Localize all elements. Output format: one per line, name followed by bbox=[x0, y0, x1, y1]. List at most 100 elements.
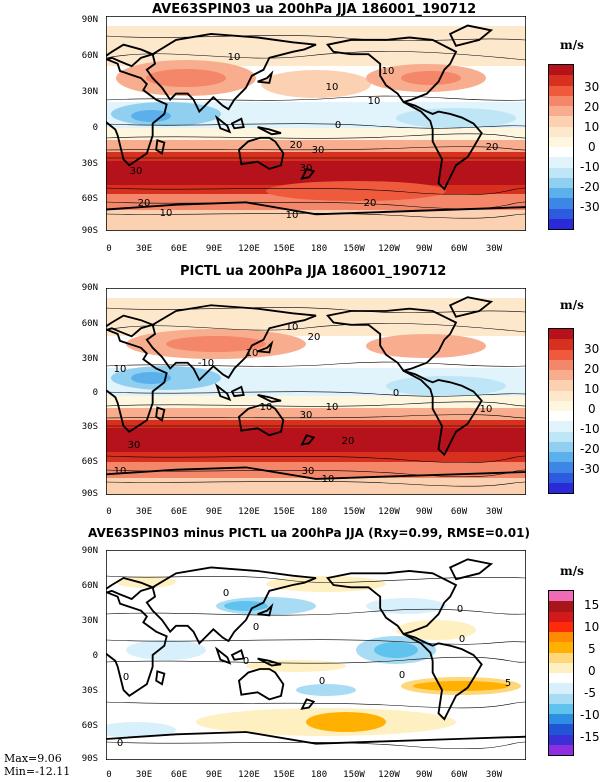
lon-label: 150E bbox=[273, 507, 295, 517]
colorbar-label: 15 bbox=[584, 598, 600, 612]
colorbar-segment bbox=[549, 632, 573, 643]
contour-label: 0 bbox=[335, 120, 341, 131]
colorbar-segment bbox=[549, 431, 573, 442]
colorbar-segment bbox=[549, 380, 573, 391]
colorbar-label: 10 bbox=[584, 120, 600, 134]
contour-label: 0 bbox=[457, 604, 463, 615]
colorbar-segment bbox=[549, 452, 573, 463]
lon-label: 60W bbox=[450, 244, 468, 254]
colorbar bbox=[548, 328, 574, 494]
contour-label: 10 bbox=[382, 66, 395, 77]
lat-label: 60S bbox=[81, 457, 98, 467]
contour-label: 10 bbox=[480, 404, 493, 415]
contour-label: 0 bbox=[253, 622, 259, 633]
lon-label: 0 bbox=[106, 244, 112, 254]
contour-label: 0 bbox=[459, 634, 465, 645]
contour-label: 30 bbox=[312, 145, 325, 156]
colorbar-segment bbox=[549, 349, 573, 360]
colorbar-label: -10 bbox=[580, 160, 600, 174]
lon-label: 150W bbox=[343, 507, 365, 517]
colorbar-segment bbox=[549, 642, 573, 653]
colorbar-segment bbox=[549, 673, 573, 684]
colorbar-segment bbox=[549, 198, 573, 209]
colorbar-segment bbox=[549, 218, 573, 229]
contour-label: 5 bbox=[505, 678, 511, 689]
panel-title: AVE63SPIN03 minus PICTL ua 200hPa JJA (R… bbox=[88, 526, 530, 540]
contour-label: 10 bbox=[260, 402, 273, 413]
colorbar-label: -30 bbox=[580, 462, 600, 476]
lat-label: 90N bbox=[81, 15, 98, 25]
unit-label: m/s bbox=[560, 298, 584, 312]
colorbar-segment bbox=[549, 601, 573, 612]
colorbar-segment bbox=[549, 724, 573, 735]
panel-title: PICTL ua 200hPa JJA 186001_190712 bbox=[180, 264, 447, 279]
contour-label: 30 bbox=[300, 410, 313, 421]
contour-label: 10 bbox=[368, 96, 381, 107]
contour-label: 10 bbox=[114, 364, 127, 375]
contour-label: 20 bbox=[364, 198, 377, 209]
colorbar bbox=[548, 64, 574, 230]
colorbar-segment bbox=[549, 106, 573, 117]
lat-label: 0 bbox=[92, 651, 98, 661]
lat-label: 0 bbox=[92, 123, 98, 133]
colorbar-label: -10 bbox=[580, 708, 600, 722]
contour-label: 30 bbox=[302, 466, 315, 477]
colorbar-segment bbox=[549, 714, 573, 725]
colorbar-label: 5 bbox=[588, 642, 596, 656]
contour-label: 30 bbox=[128, 440, 141, 451]
colorbar-segment bbox=[549, 370, 573, 381]
contour-label: 10 bbox=[114, 466, 127, 477]
contour-label: 10 bbox=[286, 210, 299, 221]
contour-label: 30 bbox=[130, 166, 143, 177]
contour-label: 30 bbox=[300, 163, 313, 174]
contour-label: 10 bbox=[326, 82, 339, 93]
contour-label: 20 bbox=[138, 198, 151, 209]
lon-label: 30W bbox=[485, 770, 503, 780]
colorbar-segment bbox=[549, 339, 573, 350]
colorbar-segment bbox=[549, 208, 573, 219]
contour-label: 10 bbox=[246, 348, 259, 359]
colorbar-segment bbox=[549, 85, 573, 96]
colorbar-label: -30 bbox=[580, 200, 600, 214]
contour-label: 10 bbox=[228, 52, 241, 63]
colorbar-segment bbox=[549, 611, 573, 622]
colorbar-label: 20 bbox=[584, 362, 600, 376]
lon-label: 90E bbox=[205, 244, 223, 254]
colorbar-segment bbox=[549, 177, 573, 188]
lon-label: 120W bbox=[378, 244, 400, 254]
lon-label: 150E bbox=[273, 244, 295, 254]
lat-label: 90S bbox=[81, 754, 98, 764]
lon-label: 30E bbox=[135, 244, 153, 254]
lat-label: 90S bbox=[81, 226, 98, 236]
colorbar-label: 30 bbox=[584, 80, 600, 94]
lon-label: 90E bbox=[205, 770, 223, 780]
contour-label: 10 bbox=[160, 208, 173, 219]
lon-label: 30W bbox=[485, 244, 503, 254]
lon-label: 180 bbox=[310, 770, 328, 780]
panel-bottom: AVE63SPIN03 minus PICTL ua 200hPa JJA (R… bbox=[0, 524, 609, 782]
colorbar-segment bbox=[549, 359, 573, 370]
colorbar-segment bbox=[549, 65, 573, 76]
lat-label: 30S bbox=[81, 159, 98, 169]
contour-label: 20 bbox=[290, 140, 303, 151]
colorbar-segment bbox=[549, 188, 573, 199]
contour-label: 20 bbox=[486, 142, 499, 153]
lat-label: 90N bbox=[81, 546, 98, 556]
colorbar-segment bbox=[549, 734, 573, 745]
colorbar-segment bbox=[549, 703, 573, 714]
panel-middle: PICTL ua 200hPa JJA 186001_190712 bbox=[0, 262, 609, 522]
contour-label: 10 bbox=[326, 402, 339, 413]
lon-label: 60W bbox=[450, 770, 468, 780]
lon-label: 30E bbox=[135, 770, 153, 780]
lat-label: 90N bbox=[81, 283, 98, 293]
lon-label: 180 bbox=[310, 244, 328, 254]
unit-label: m/s bbox=[560, 38, 584, 52]
map-plot: 10 10 10 10 20 30 30 20 30 20 20 10 10 0 bbox=[106, 16, 526, 231]
contour-label: 20 bbox=[308, 332, 321, 343]
lat-label: 30N bbox=[81, 616, 98, 626]
lat-label: 30S bbox=[81, 422, 98, 432]
lon-label: 150E bbox=[273, 770, 295, 780]
lon-label: 60E bbox=[170, 244, 188, 254]
map-plot: 10 20 10 10 -10 0 10 30 10 30 20 30 10 1… bbox=[106, 288, 526, 495]
lon-label: 90E bbox=[205, 507, 223, 517]
